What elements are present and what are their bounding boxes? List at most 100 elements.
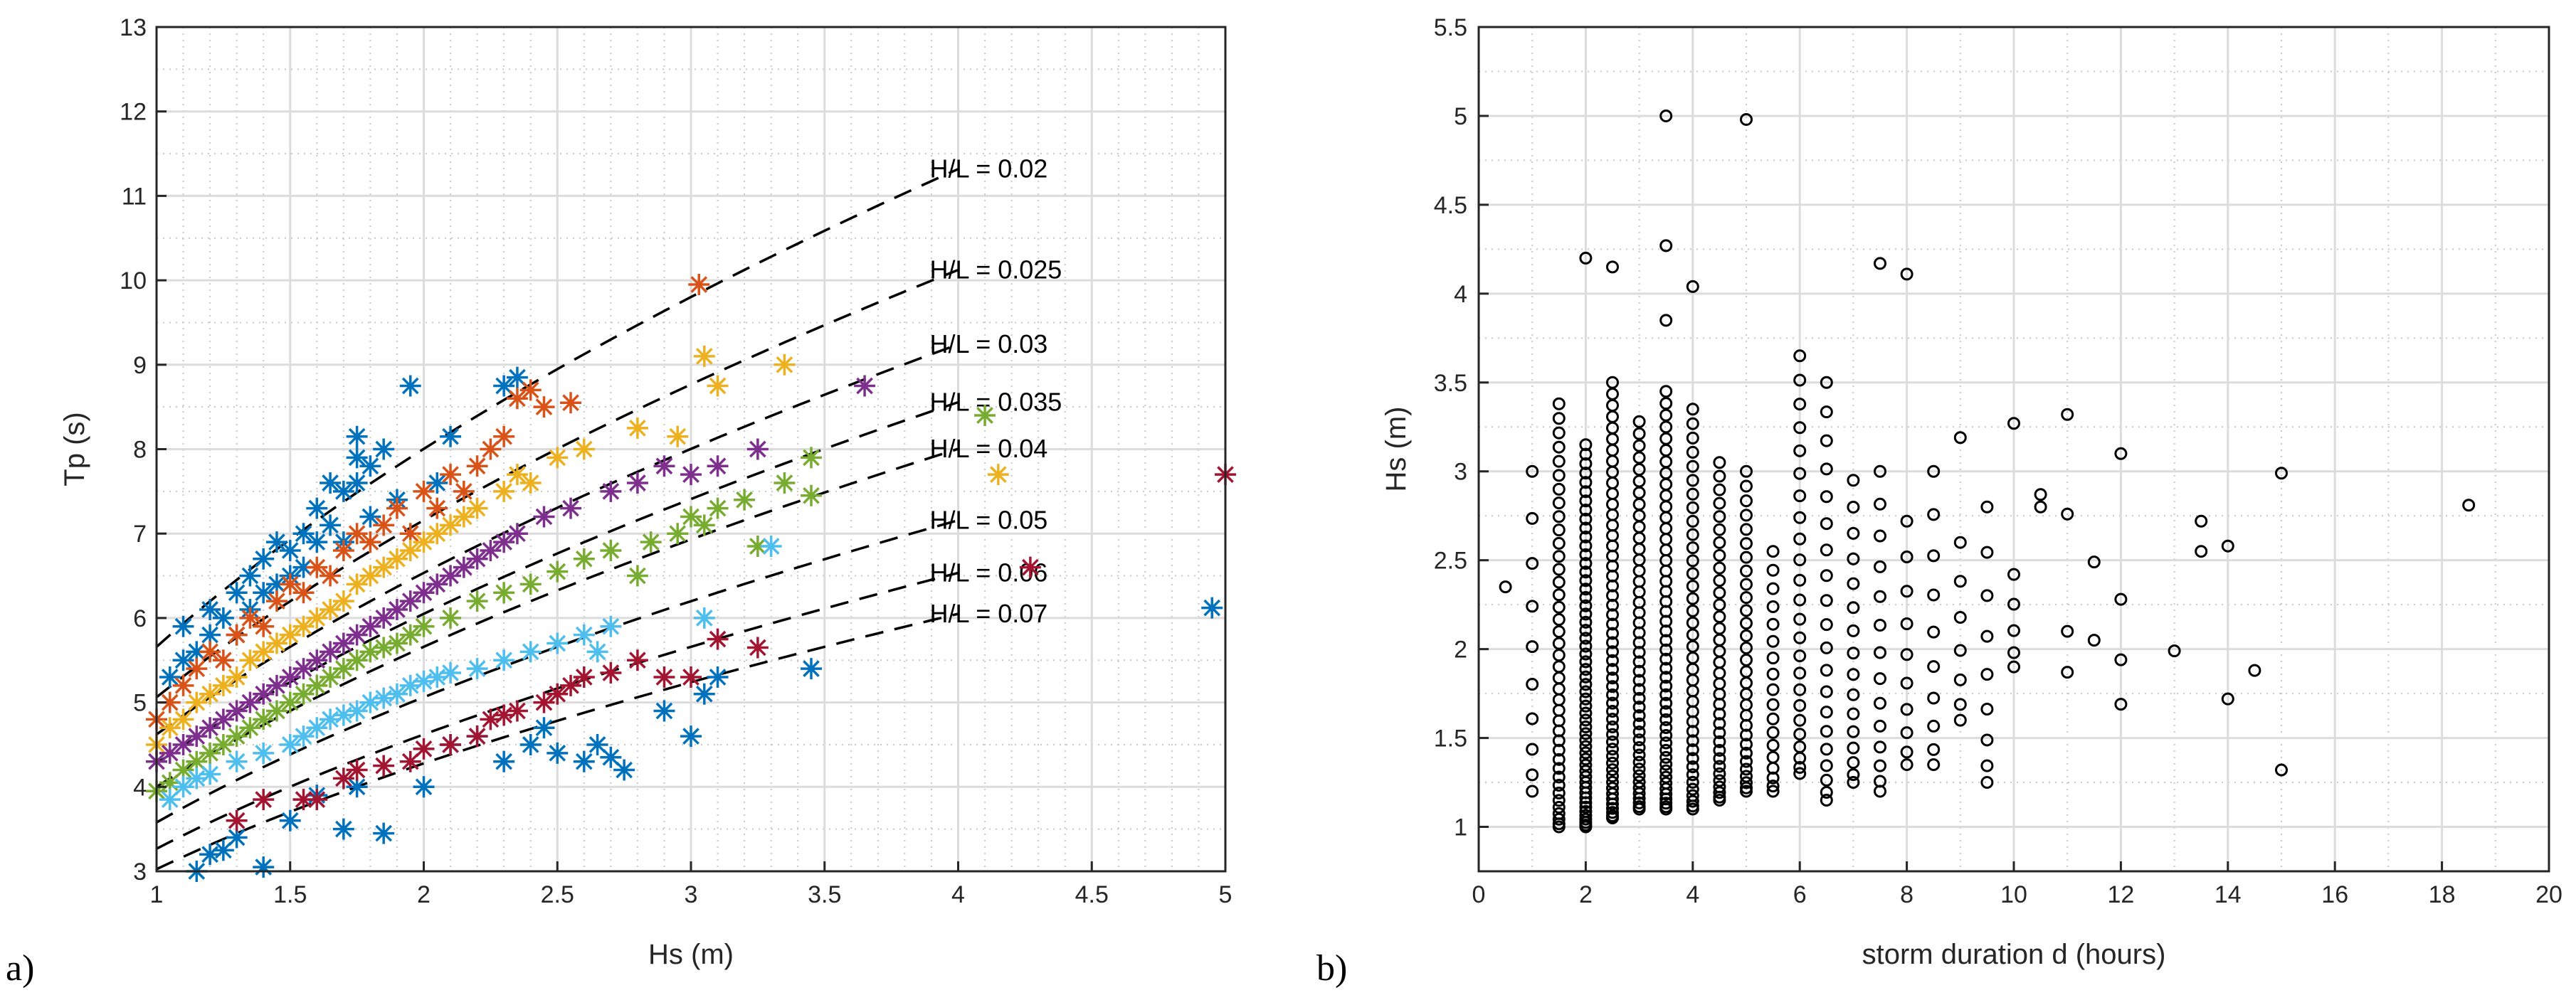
data-point: [1579, 706, 1593, 720]
data-point: [1793, 532, 1807, 546]
data-point: [453, 556, 475, 578]
data-point: [1552, 779, 1566, 792]
data-point: [226, 700, 248, 722]
data-point: [1740, 642, 1753, 655]
data-point: [1552, 812, 1566, 826]
data-point: [1579, 720, 1593, 733]
data-point: [1953, 644, 1967, 657]
x-tick-label: 18: [2429, 881, 2456, 908]
data-point: [1713, 786, 1726, 799]
data-point: [1526, 600, 1539, 613]
data-point: [1874, 529, 1886, 543]
steepness-line-label: H/L = 0.05: [930, 505, 1048, 534]
data-point: [199, 844, 221, 866]
data-point: [359, 641, 381, 663]
x-tick-label: 10: [2000, 881, 2027, 908]
data-point: [1766, 780, 1780, 793]
data-point: [1606, 671, 1619, 685]
data-point: [2275, 467, 2288, 480]
data-point: [493, 704, 515, 726]
data-point: [680, 725, 702, 748]
data-point: [1606, 680, 1619, 693]
data-point: [1820, 405, 1833, 419]
data-point: [1874, 672, 1886, 686]
data-point: [987, 464, 1009, 486]
data-point: [1980, 500, 1994, 514]
data-point: [1740, 604, 1753, 617]
data-point: [199, 683, 221, 705]
data-point: [386, 683, 408, 705]
panel-b-x-axis-label: storm duration d (hours): [1862, 939, 2166, 970]
data-point: [1632, 733, 1646, 747]
data-point: [1820, 743, 1833, 756]
data-point: [292, 615, 315, 637]
data-point: [2061, 666, 2074, 679]
data-point: [1606, 782, 1619, 795]
x-tick-label: 2: [1579, 881, 1593, 908]
data-point: [1820, 543, 1833, 557]
data-point: [399, 750, 421, 772]
data-point: [1793, 698, 1807, 712]
data-point: [1980, 776, 1994, 789]
data-point: [1659, 652, 1673, 666]
data-point: [800, 658, 822, 680]
data-point: [1766, 750, 1780, 764]
data-point: [1874, 560, 1886, 573]
data-point: [1740, 762, 1753, 776]
data-point: [1686, 445, 1699, 459]
data-point: [239, 565, 261, 587]
data-point: [707, 375, 729, 397]
data-point: [1686, 554, 1699, 568]
data-point: [1606, 627, 1619, 640]
data-point: [413, 531, 435, 553]
data-point: [1820, 786, 1833, 799]
data-point: [2114, 592, 2128, 606]
y-tick-label: 2: [1454, 637, 1467, 664]
data-point: [373, 607, 395, 629]
data-point: [506, 464, 528, 486]
data-point: [1499, 580, 1512, 594]
data-point: [1606, 735, 1619, 749]
data-point: [1579, 692, 1593, 706]
panel-b-data-points: [1499, 109, 2476, 834]
data-point: [1847, 741, 1860, 755]
data-point: [1686, 794, 1699, 808]
data-point: [1579, 457, 1593, 470]
data-point: [346, 649, 368, 671]
data-point: [426, 666, 448, 688]
data-point: [1686, 789, 1699, 802]
data-point: [332, 590, 354, 612]
data-point: [600, 615, 622, 637]
data-point: [1686, 280, 1699, 293]
data-point: [2034, 500, 2047, 514]
data-point: [1900, 617, 1913, 631]
data-point: [1686, 541, 1699, 555]
data-point: [1766, 683, 1780, 696]
data-point: [1766, 600, 1780, 613]
data-point: [1953, 673, 1967, 686]
data-point: [332, 767, 354, 789]
data-point: [493, 582, 515, 604]
data-point: [1606, 608, 1619, 622]
data-point: [332, 539, 354, 561]
data-point: [239, 649, 261, 671]
data-point: [1579, 699, 1593, 713]
x-tick-label: 14: [2215, 881, 2242, 908]
data-point: [1632, 796, 1646, 809]
data-point: [653, 700, 675, 722]
data-point: [253, 789, 275, 811]
data-point: [1606, 806, 1619, 819]
data-point: [279, 666, 301, 688]
data-point: [1632, 439, 1646, 452]
data-point: [2462, 499, 2476, 512]
data-point: [332, 632, 354, 654]
data-point: [573, 750, 595, 772]
y-tick-label: 2.5: [1434, 548, 1467, 575]
data-point: [1579, 809, 1593, 822]
y-tick-label: 5: [133, 690, 147, 717]
data-point: [1900, 758, 1913, 772]
data-point: [1740, 112, 1753, 126]
data-point: [1686, 616, 1699, 629]
data-point: [1552, 510, 1566, 523]
data-point: [320, 565, 342, 587]
